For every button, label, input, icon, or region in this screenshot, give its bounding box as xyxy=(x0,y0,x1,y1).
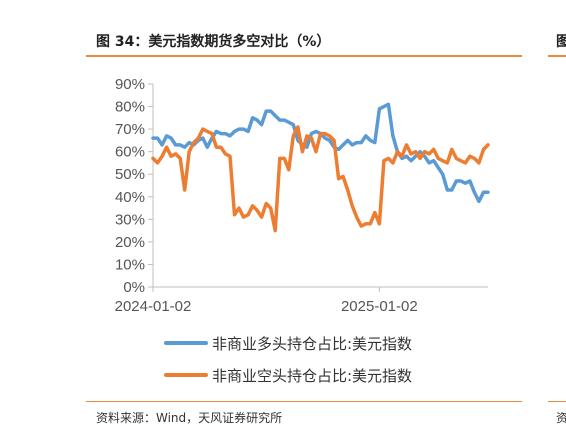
legend-label-2: 非商业空头持仓占比:美元指数 xyxy=(212,367,412,385)
title-divider xyxy=(86,55,522,57)
adjacent-figure-title-fragment: 图 xyxy=(556,34,566,50)
source-note: 资料来源：Wind，天风证券研究所 xyxy=(96,411,283,425)
y-tick-label: 60% xyxy=(115,144,145,161)
y-tick-label: 30% xyxy=(115,211,145,228)
y-tick-label: 90% xyxy=(115,76,145,93)
y-tick-label: 20% xyxy=(115,234,145,251)
y-tick-label: 40% xyxy=(115,189,145,206)
source-divider xyxy=(86,401,522,402)
adjacent-title-divider xyxy=(548,55,566,57)
adjacent-source-fragment: 资 xyxy=(556,411,566,425)
legend-label-1: 非商业多头持仓占比:美元指数 xyxy=(212,335,412,353)
y-tick-label: 80% xyxy=(115,99,145,116)
y-tick-label: 0% xyxy=(123,279,145,296)
x-tick-label: 2024-01-02 xyxy=(115,298,192,315)
series-line-2 xyxy=(151,125,490,233)
y-tick-label: 70% xyxy=(115,121,145,138)
adjacent-source-divider xyxy=(548,401,566,402)
y-tick-label: 50% xyxy=(115,166,145,183)
y-tick-label: 10% xyxy=(115,256,145,273)
x-tick-label: 2025-01-02 xyxy=(341,298,418,315)
series-line-1 xyxy=(151,102,490,204)
figure-title: 图 34：美元指数期货多空对比（%） xyxy=(96,34,331,50)
